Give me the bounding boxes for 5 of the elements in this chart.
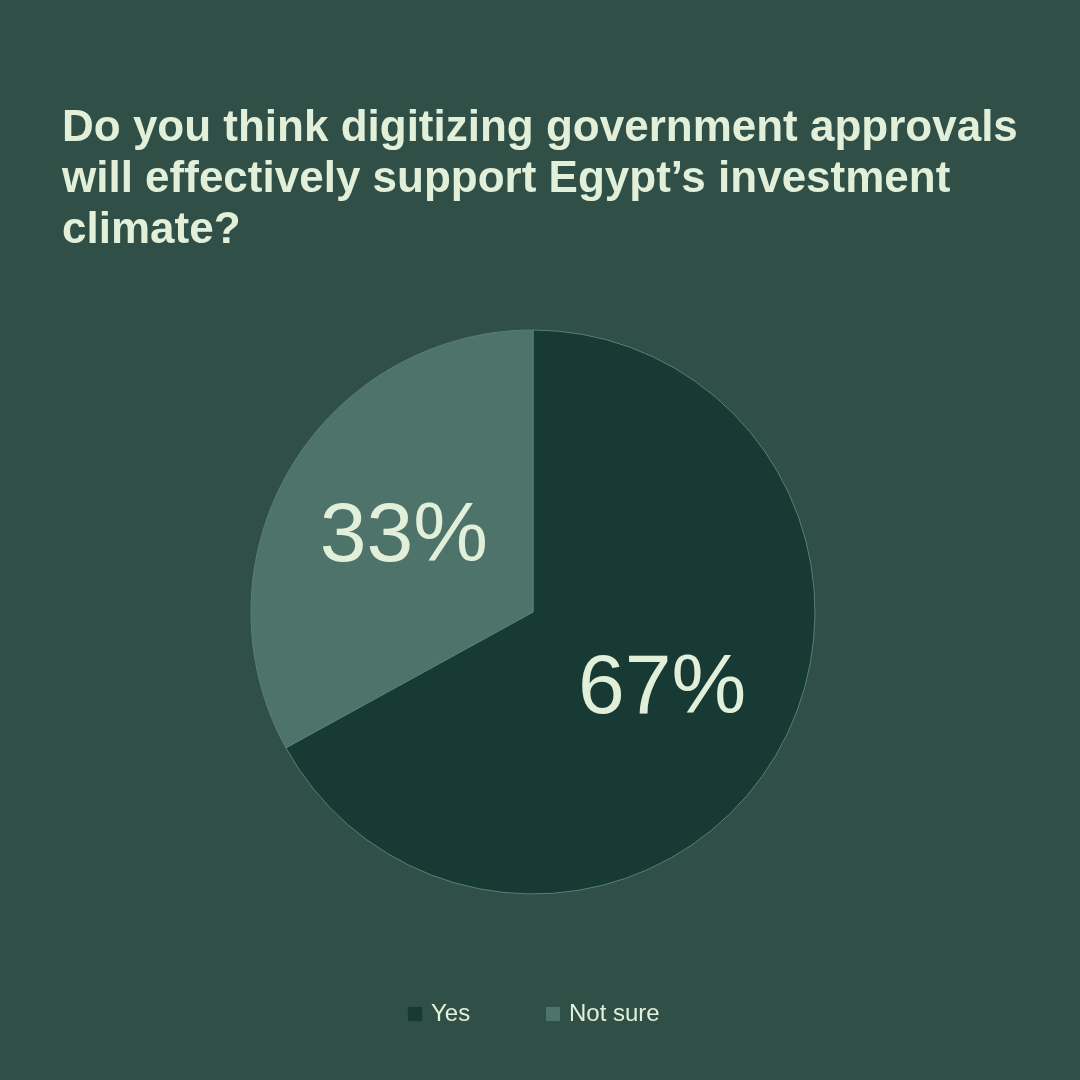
data-label: 67% (578, 637, 747, 732)
legend-label: Yes (431, 999, 471, 1026)
legend-label: Not sure (569, 999, 660, 1026)
data-label: 33% (319, 484, 488, 579)
chart-title: Do you think digitizing government approvals will effectively support Egypt’s investment climate? (62, 100, 1019, 253)
